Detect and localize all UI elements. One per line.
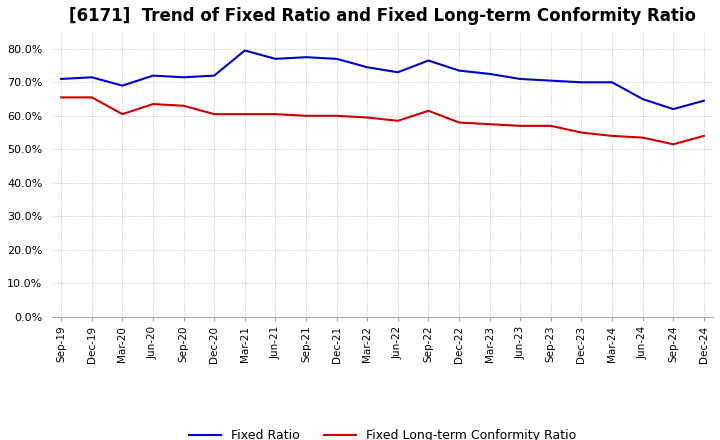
Fixed Ratio [179,75,188,80]
Fixed Ratio [363,65,372,70]
Fixed Long-term Conformity Ratio [118,111,127,117]
Line: Fixed Long-term Conformity Ratio: Fixed Long-term Conformity Ratio [61,97,704,144]
Fixed Ratio [149,73,158,78]
Fixed Long-term Conformity Ratio [394,118,402,124]
Fixed Ratio [608,80,616,85]
Fixed Long-term Conformity Ratio [485,121,494,127]
Fixed Long-term Conformity Ratio [57,95,66,100]
Fixed Long-term Conformity Ratio [271,111,280,117]
Legend: Fixed Ratio, Fixed Long-term Conformity Ratio: Fixed Ratio, Fixed Long-term Conformity … [184,424,581,440]
Fixed Ratio [639,96,647,102]
Fixed Ratio [394,70,402,75]
Line: Fixed Ratio: Fixed Ratio [61,51,704,109]
Fixed Ratio [424,58,433,63]
Fixed Ratio [57,76,66,81]
Fixed Long-term Conformity Ratio [88,95,96,100]
Fixed Ratio [546,78,555,83]
Fixed Long-term Conformity Ratio [333,113,341,118]
Fixed Ratio [669,106,678,112]
Fixed Ratio [485,71,494,77]
Fixed Ratio [118,83,127,88]
Fixed Ratio [516,76,525,81]
Fixed Long-term Conformity Ratio [700,133,708,139]
Fixed Long-term Conformity Ratio [455,120,464,125]
Fixed Long-term Conformity Ratio [240,111,249,117]
Fixed Long-term Conformity Ratio [639,135,647,140]
Fixed Long-term Conformity Ratio [179,103,188,108]
Fixed Long-term Conformity Ratio [302,113,310,118]
Fixed Long-term Conformity Ratio [577,130,586,135]
Fixed Ratio [700,98,708,103]
Fixed Long-term Conformity Ratio [608,133,616,139]
Fixed Ratio [577,80,586,85]
Fixed Long-term Conformity Ratio [363,115,372,120]
Fixed Ratio [88,75,96,80]
Fixed Ratio [333,56,341,62]
Fixed Long-term Conformity Ratio [424,108,433,114]
Fixed Long-term Conformity Ratio [669,142,678,147]
Fixed Ratio [302,55,310,60]
Fixed Ratio [240,48,249,53]
Fixed Long-term Conformity Ratio [546,123,555,128]
Fixed Long-term Conformity Ratio [210,111,219,117]
Fixed Ratio [210,73,219,78]
Fixed Long-term Conformity Ratio [516,123,525,128]
Fixed Long-term Conformity Ratio [149,102,158,107]
Title: [6171]  Trend of Fixed Ratio and Fixed Long-term Conformity Ratio: [6171] Trend of Fixed Ratio and Fixed Lo… [69,7,696,25]
Fixed Ratio [455,68,464,73]
Fixed Ratio [271,56,280,62]
